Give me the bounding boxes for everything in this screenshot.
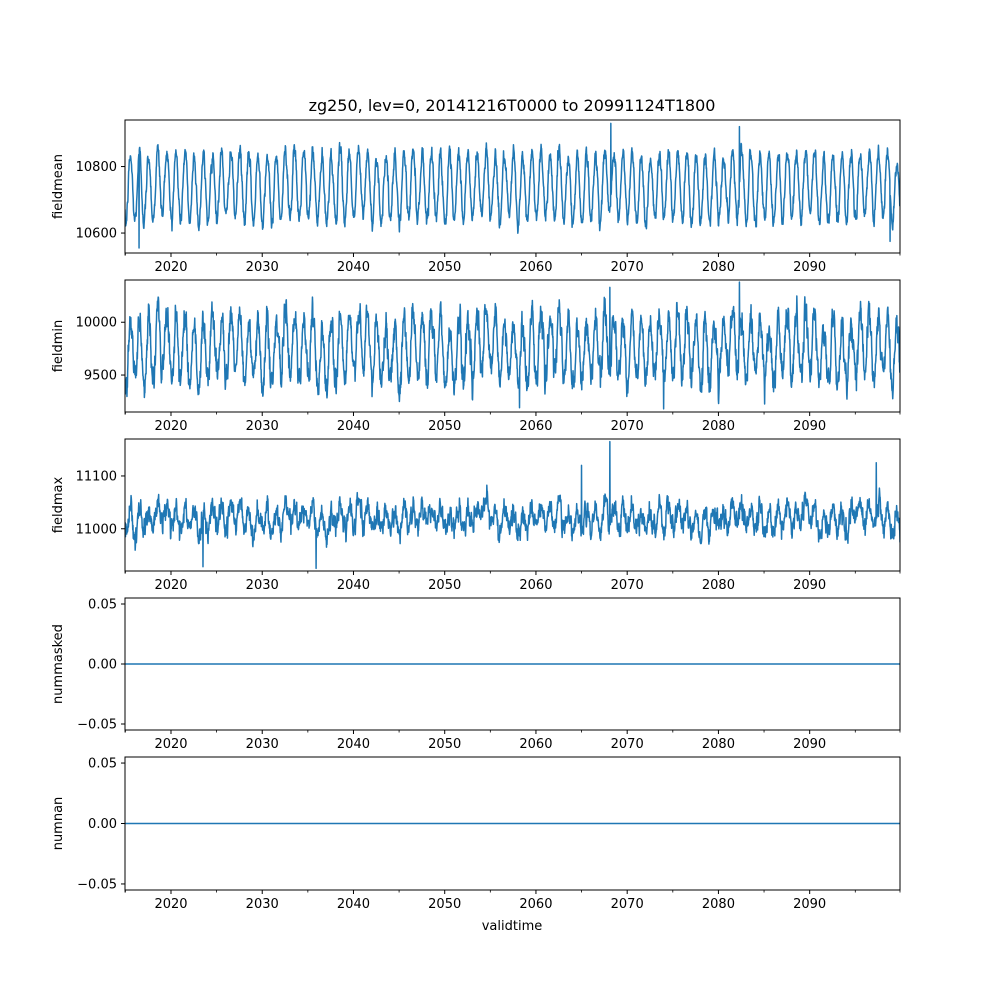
x-tick-label: 2050	[428, 737, 461, 752]
x-tick-label: 2030	[246, 578, 279, 593]
x-tick-label: 2030	[246, 737, 279, 752]
y-tick-label: 0.00	[88, 658, 117, 673]
x-tick-label: 2090	[793, 419, 826, 434]
subplot-numnan: 2020 2030 2040 2050 2060 2070 2080 2090 −0.05 0.0…	[51, 756, 901, 912]
x-tick-label: 2070	[611, 260, 644, 275]
x-tick-label: 2020	[154, 578, 187, 593]
x-tick-label: 2070	[611, 737, 644, 752]
series-line-fieldmin	[125, 281, 900, 410]
y-tick-label: 0.05	[88, 598, 117, 613]
x-axis-label: validtime	[482, 919, 543, 934]
y-tick-label: 11100	[76, 469, 117, 484]
series-line-fieldmean	[125, 122, 900, 249]
x-tick-label: 2040	[337, 737, 370, 752]
x-tick-label: 2020	[154, 737, 187, 752]
y-tick-label: 10600	[76, 227, 117, 242]
x-tick-label: 2080	[702, 737, 735, 752]
x-tick-label: 2070	[611, 419, 644, 434]
y-tick-label: −0.05	[77, 877, 117, 892]
axes-frame	[124, 438, 901, 572]
x-tick-label: 2030	[246, 897, 279, 912]
x-tick-label: 2060	[519, 737, 552, 752]
chart-title: zg250, lev=0, 20141216T0000 to 20991124T…	[309, 96, 716, 115]
y-tick-label: 0.05	[88, 757, 117, 772]
y-tick-label: 10000	[76, 316, 117, 331]
x-tick-label: 2020	[154, 419, 187, 434]
subplots: 2020 2030 2040 2050 2060 2070 2080 2090 10600 108…	[51, 119, 901, 912]
x-tick-label: 2050	[428, 578, 461, 593]
y-tick-label: 10800	[76, 160, 117, 175]
y-axis-label: fieldmean	[51, 154, 66, 219]
y-tick-label: 9500	[84, 369, 117, 384]
y-axis-label: nummasked	[51, 624, 66, 704]
x-tick-label: 2080	[702, 419, 735, 434]
subplot-fieldmax: 2020 2030 2040 2050 2060 2070 2080 2090 11000 111…	[51, 438, 901, 593]
x-tick-label: 2090	[793, 897, 826, 912]
y-tick-label: −0.05	[77, 718, 117, 733]
y-axis-label: numnan	[51, 797, 66, 851]
y-axis-label: fieldmin	[51, 320, 66, 373]
x-tick-label: 2040	[337, 897, 370, 912]
axes-frame	[124, 279, 901, 413]
x-tick-label: 2030	[246, 260, 279, 275]
x-tick-label: 2080	[702, 260, 735, 275]
y-tick-label: 11000	[76, 522, 117, 537]
x-tick-label: 2090	[793, 578, 826, 593]
x-tick-label: 2080	[702, 578, 735, 593]
x-tick-label: 2060	[519, 897, 552, 912]
subplot-nummasked: 2020 2030 2040 2050 2060 2070 2080 2090 −0.05 0.0…	[51, 597, 901, 752]
x-tick-label: 2080	[702, 897, 735, 912]
y-tick-label: 0.00	[88, 817, 117, 832]
x-tick-label: 2060	[519, 260, 552, 275]
series-line-fieldmax	[125, 440, 900, 570]
axes-frame	[124, 119, 901, 254]
x-tick-label: 2040	[337, 578, 370, 593]
x-tick-label: 2040	[337, 419, 370, 434]
subplot-fieldmean: 2020 2030 2040 2050 2060 2070 2080 2090 10600 108…	[51, 119, 901, 275]
x-tick-label: 2030	[246, 419, 279, 434]
x-tick-label: 2070	[611, 897, 644, 912]
x-tick-label: 2050	[428, 897, 461, 912]
x-tick-label: 2090	[793, 737, 826, 752]
x-tick-label: 2020	[154, 897, 187, 912]
x-tick-label: 2050	[428, 419, 461, 434]
x-tick-label: 2060	[519, 419, 552, 434]
x-tick-label: 2050	[428, 260, 461, 275]
x-tick-label: 2090	[793, 260, 826, 275]
x-tick-label: 2040	[337, 260, 370, 275]
x-tick-label: 2020	[154, 260, 187, 275]
y-axis-label: fieldmax	[51, 477, 66, 534]
x-tick-label: 2060	[519, 578, 552, 593]
subplot-fieldmin: 2020 2030 2040 2050 2060 2070 2080 2090 9500 1000…	[51, 279, 901, 434]
x-tick-label: 2070	[611, 578, 644, 593]
